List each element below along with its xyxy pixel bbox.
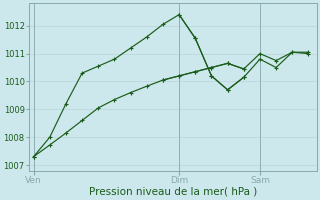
X-axis label: Pression niveau de la mer( hPa ): Pression niveau de la mer( hPa ) bbox=[89, 187, 257, 197]
